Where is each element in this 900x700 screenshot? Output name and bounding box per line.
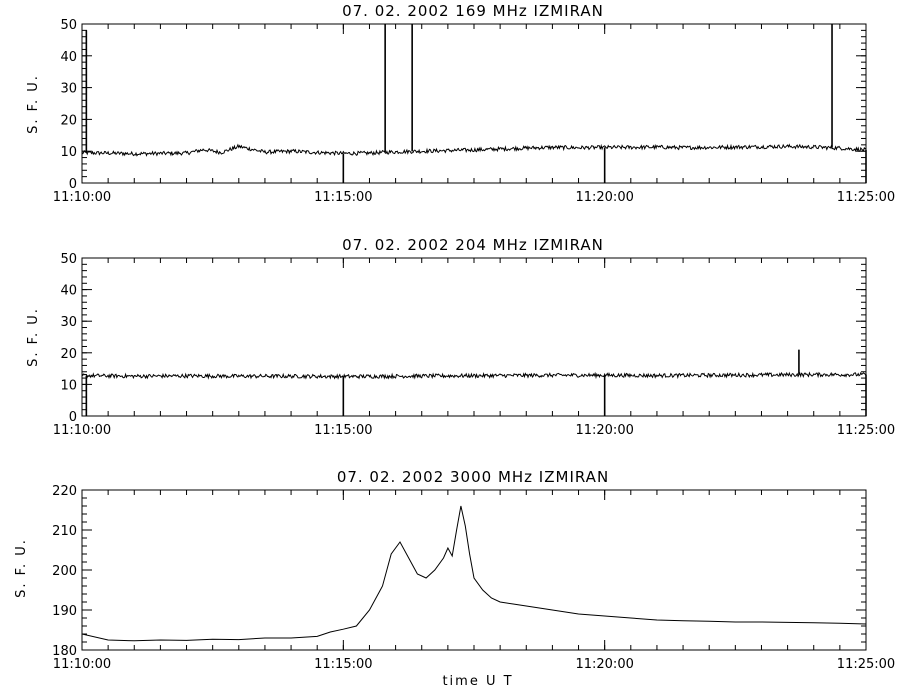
chart-title: 07. 02. 2002 3000 MHz IZMIRAN — [337, 468, 609, 486]
y-tick-label: 30 — [60, 315, 77, 330]
panel-169mhz: 07. 02. 2002 169 MHz IZMIRAN S. F. U. 01… — [26, 2, 895, 205]
series-layer — [81, 24, 867, 183]
y-axis-label: S. F. U. — [26, 307, 41, 367]
plot-frame — [81, 257, 867, 417]
y-tick-label: 190 — [52, 604, 77, 619]
y-tick-label: 200 — [52, 564, 77, 579]
x-tick-label: 11:15:00 — [314, 423, 372, 438]
x-tick-label: 11:10:00 — [53, 657, 111, 672]
plot-frame — [81, 23, 867, 184]
x-tick-label: 11:15:00 — [314, 657, 372, 672]
chart-title: 07. 02. 2002 204 MHz IZMIRAN — [342, 236, 604, 254]
series-layer — [81, 349, 867, 416]
y-tick-label: 50 — [60, 18, 77, 33]
y-tick-label: 10 — [60, 378, 77, 393]
y-tick-label: 20 — [60, 113, 77, 128]
panel-204mhz: 07. 02. 2002 204 MHz IZMIRAN S. F. U. 01… — [26, 236, 895, 438]
y-tick-label: 40 — [60, 284, 77, 299]
y-tick-label: 40 — [60, 50, 77, 65]
x-tick-label: 11:10:00 — [53, 190, 111, 205]
y-tick-label: 20 — [60, 347, 77, 362]
x-tick-label: 11:20:00 — [575, 423, 633, 438]
x-tick-label: 11:10:00 — [53, 423, 111, 438]
x-tick-label: 11:25:00 — [837, 657, 895, 672]
series-line — [81, 143, 867, 157]
y-tick-label: 210 — [52, 524, 77, 539]
y-tick-label: 0 — [69, 177, 77, 192]
y-axis-label: S. F. U. — [14, 538, 29, 598]
series-layer — [81, 505, 867, 642]
ticks-layer: 0 10 20 30 40 50 11:10:00 11:15:00 11:20:00 11:25… — [53, 252, 895, 438]
y-tick-label: 180 — [52, 644, 77, 659]
y-tick-label: 220 — [52, 484, 77, 499]
x-tick-label: 11:25:00 — [837, 423, 895, 438]
x-tick-label: 11:25:00 — [837, 190, 895, 205]
x-tick-label: 11:20:00 — [575, 190, 633, 205]
series-line — [81, 371, 867, 380]
x-tick-label: 11:15:00 — [314, 190, 372, 205]
x-axis-label: time U T — [442, 674, 513, 689]
y-tick-label: 10 — [60, 145, 77, 160]
ticks-layer: 0 10 20 30 40 50 11:10:00 11:15:00 11:20:00 11:25… — [53, 18, 895, 205]
y-tick-label: 0 — [69, 410, 77, 425]
chart-title: 07. 02. 2002 169 MHz IZMIRAN — [342, 2, 604, 20]
x-tick-label: 11:20:00 — [575, 657, 633, 672]
y-tick-label: 30 — [60, 82, 77, 97]
series-line — [81, 505, 867, 642]
y-axis-label: S. F. U. — [26, 74, 41, 134]
plot-frame — [81, 489, 867, 651]
panel-3000mhz: 07. 02. 2002 3000 MHz IZMIRAN S. F. U. 1… — [14, 468, 895, 689]
y-tick-label: 50 — [60, 252, 77, 267]
